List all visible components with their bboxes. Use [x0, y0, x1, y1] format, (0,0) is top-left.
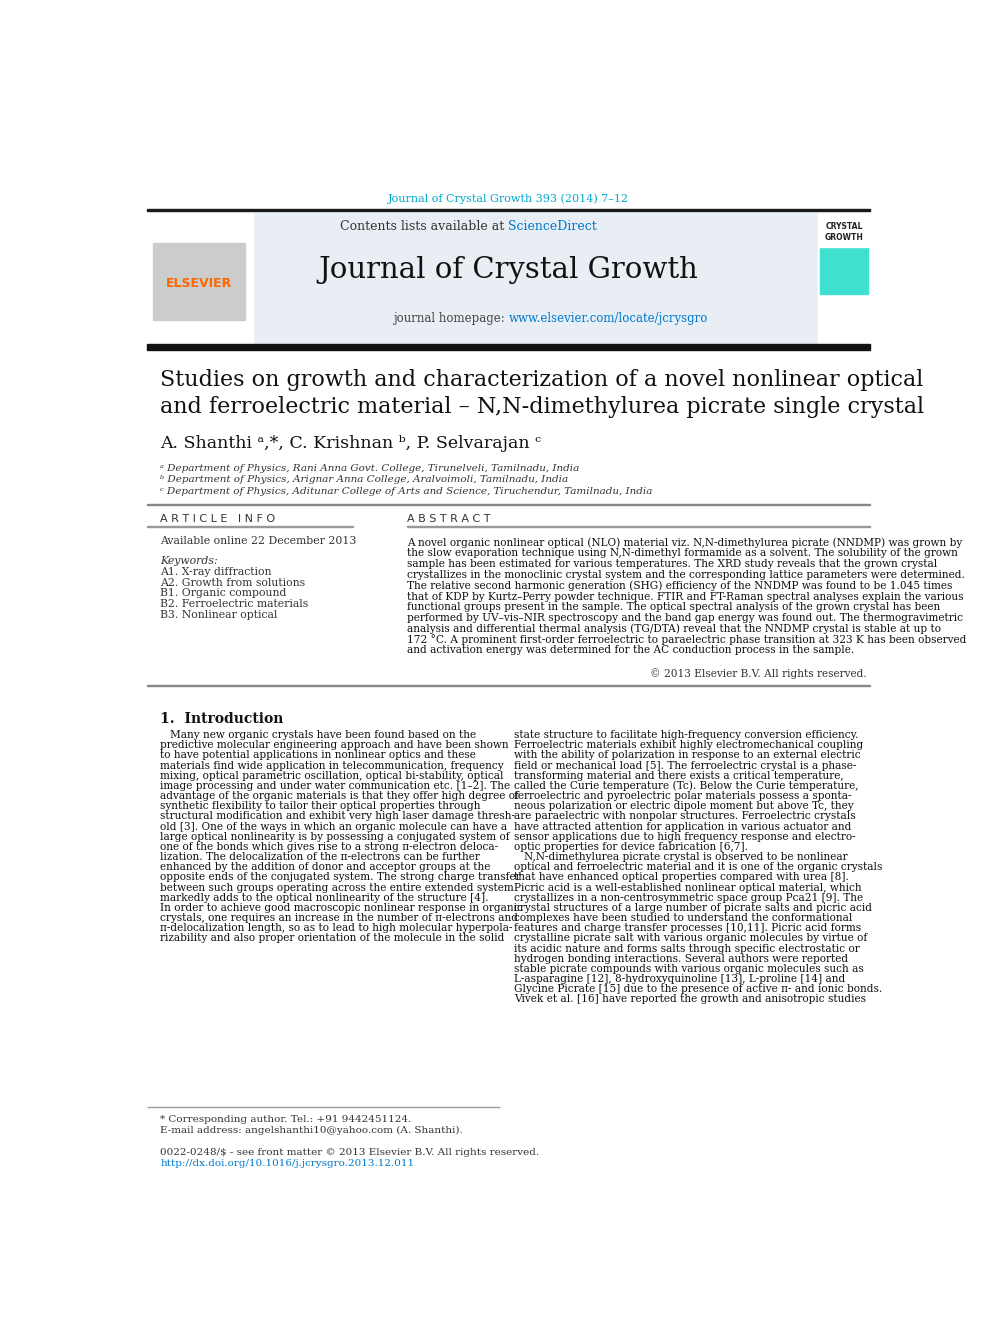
- Text: ScienceDirect: ScienceDirect: [509, 220, 597, 233]
- Text: called the Curie temperature (Tc). Below the Curie temperature,: called the Curie temperature (Tc). Below…: [514, 781, 858, 791]
- Text: 0022-0248/$ - see front matter © 2013 Elsevier B.V. All rights reserved.: 0022-0248/$ - see front matter © 2013 El…: [161, 1148, 540, 1158]
- Text: the slow evaporation technique using N,N-dimethyl formamide as a solvent. The so: the slow evaporation technique using N,N…: [407, 548, 957, 558]
- Text: Contents lists available at: Contents lists available at: [340, 220, 509, 233]
- Text: ELSEVIER: ELSEVIER: [166, 277, 232, 290]
- Text: A1. X-ray diffraction: A1. X-ray diffraction: [161, 566, 272, 577]
- Text: field or mechanical load [5]. The ferroelectric crystal is a phase-: field or mechanical load [5]. The ferroe…: [514, 761, 856, 770]
- Text: In order to achieve good macroscopic nonlinear response in organic: In order to achieve good macroscopic non…: [161, 902, 524, 913]
- Text: and activation energy was determined for the AC conduction process in the sample: and activation energy was determined for…: [407, 646, 854, 655]
- Text: B3. Nonlinear optical: B3. Nonlinear optical: [161, 610, 278, 620]
- Text: complexes have been studied to understand the conformational: complexes have been studied to understan…: [514, 913, 852, 923]
- Text: crystalline picrate salt with various organic molecules by virtue of: crystalline picrate salt with various or…: [514, 934, 867, 943]
- Text: B2. Ferroelectric materials: B2. Ferroelectric materials: [161, 599, 309, 609]
- Bar: [820, 247, 868, 294]
- Text: that of KDP by Kurtz–Perry powder technique. FTIR and FT-Raman spectral analyses: that of KDP by Kurtz–Perry powder techni…: [407, 591, 963, 602]
- Text: state structure to facilitate high-frequency conversion efficiency.: state structure to facilitate high-frequ…: [514, 730, 858, 740]
- Text: functional groups present in the sample. The optical spectral analysis of the gr: functional groups present in the sample.…: [407, 602, 940, 613]
- Bar: [254, 213, 816, 345]
- Text: N,N-dimethylurea picrate crystal is observed to be nonlinear: N,N-dimethylurea picrate crystal is obse…: [514, 852, 847, 863]
- Text: sensor applications due to high frequency response and electro-: sensor applications due to high frequenc…: [514, 832, 855, 841]
- Text: sample has been estimated for various temperatures. The XRD study reveals that t: sample has been estimated for various te…: [407, 560, 937, 569]
- Text: Journal of Crystal Growth: Journal of Crystal Growth: [318, 257, 698, 284]
- Text: features and charge transfer processes [10,11]. Picric acid forms: features and charge transfer processes […: [514, 923, 861, 933]
- Bar: [147, 344, 870, 349]
- Text: www.elsevier.com/locate/jcrysgro: www.elsevier.com/locate/jcrysgro: [509, 312, 707, 324]
- Text: have attracted attention for application in various actuator and: have attracted attention for application…: [514, 822, 851, 832]
- Bar: [820, 325, 868, 345]
- Text: image processing and under water communication etc. [1–2]. The: image processing and under water communi…: [161, 781, 511, 791]
- Text: optic properties for device fabrication [6,7].: optic properties for device fabrication …: [514, 841, 748, 852]
- Text: materials find wide application in telecommunication, frequency: materials find wide application in telec…: [161, 761, 504, 770]
- Bar: [147, 213, 253, 345]
- Text: with the ability of polarization in response to an external electric: with the ability of polarization in resp…: [514, 750, 860, 761]
- Text: Many new organic crystals have been found based on the: Many new organic crystals have been foun…: [161, 730, 476, 740]
- Text: advantage of the organic materials is that they offer high degree of: advantage of the organic materials is th…: [161, 791, 519, 802]
- Text: ferroelectric and pyroelectric polar materials possess a sponta-: ferroelectric and pyroelectric polar mat…: [514, 791, 851, 802]
- Text: markedly adds to the optical nonlinearity of the structure [4].: markedly adds to the optical nonlinearit…: [161, 893, 489, 902]
- Text: A2. Growth from solutions: A2. Growth from solutions: [161, 578, 306, 587]
- Text: A R T I C L E   I N F O: A R T I C L E I N F O: [161, 515, 276, 524]
- Text: ᵃ Department of Physics, Rani Anna Govt. College, Tirunelveli, Tamilnadu, India: ᵃ Department of Physics, Rani Anna Govt.…: [161, 464, 579, 472]
- Text: crystallizes in the monoclinic crystal system and the corresponding lattice para: crystallizes in the monoclinic crystal s…: [407, 570, 965, 579]
- Text: journal homepage:: journal homepage:: [393, 312, 509, 324]
- Text: A. Shanthi ᵃ,*, C. Krishnan ᵇ, P. Selvarajan ᶜ: A. Shanthi ᵃ,*, C. Krishnan ᵇ, P. Selvar…: [161, 435, 542, 452]
- Text: opposite ends of the conjugated system. The strong charge transfer: opposite ends of the conjugated system. …: [161, 872, 521, 882]
- Text: The relative second harmonic generation (SHG) efficiency of the NNDMP was found : The relative second harmonic generation …: [407, 581, 952, 591]
- Text: large optical nonlinearity is by possessing a conjugated system of: large optical nonlinearity is by possess…: [161, 832, 510, 841]
- Text: rizability and also proper orientation of the molecule in the solid: rizability and also proper orientation o…: [161, 934, 505, 943]
- Text: crystals, one requires an increase in the number of π-electrons and: crystals, one requires an increase in th…: [161, 913, 519, 923]
- Text: synthetic flexibility to tailor their optical properties through: synthetic flexibility to tailor their op…: [161, 802, 481, 811]
- Text: Ferroelectric materials exhibit highly electromechanical coupling: Ferroelectric materials exhibit highly e…: [514, 741, 863, 750]
- Text: old [3]. One of the ways in which an organic molecule can have a: old [3]. One of the ways in which an org…: [161, 822, 508, 832]
- Text: 172 °C. A prominent first-order ferroelectric to paraelectric phase transition a: 172 °C. A prominent first-order ferroele…: [407, 635, 966, 646]
- Text: Vivek et al. [16] have reported the growth and anisotropic studies: Vivek et al. [16] have reported the grow…: [514, 995, 866, 1004]
- Text: crystal structures of a large number of picrate salts and picric acid: crystal structures of a large number of …: [514, 902, 872, 913]
- Text: Glycine Picrate [15] due to the presence of active π- and ionic bonds.: Glycine Picrate [15] due to the presence…: [514, 984, 882, 994]
- Text: Available online 22 December 2013: Available online 22 December 2013: [161, 536, 357, 545]
- Text: E-mail address: angelshanthi10@yahoo.com (A. Shanthi).: E-mail address: angelshanthi10@yahoo.com…: [161, 1126, 463, 1135]
- Text: L-asparagine [12], 8-hydroxyquinoline [13], L-proline [14] and: L-asparagine [12], 8-hydroxyquinoline [1…: [514, 974, 845, 984]
- Text: CRYSTAL
GROWTH: CRYSTAL GROWTH: [824, 221, 863, 242]
- Text: ᵇ Department of Physics, Arignar Anna College, Aralvoimoli, Tamilnadu, India: ᵇ Department of Physics, Arignar Anna Co…: [161, 475, 568, 484]
- Text: stable picrate compounds with various organic molecules such as: stable picrate compounds with various or…: [514, 964, 864, 974]
- Text: lization. The delocalization of the π-electrons can be further: lization. The delocalization of the π-el…: [161, 852, 480, 863]
- Bar: [147, 209, 870, 212]
- Text: structural modification and exhibit very high laser damage thresh-: structural modification and exhibit very…: [161, 811, 516, 822]
- Text: Keywords:: Keywords:: [161, 556, 218, 566]
- Text: B1. Organic compound: B1. Organic compound: [161, 589, 287, 598]
- Text: its acidic nature and forms salts through specific electrostatic or: its acidic nature and forms salts throug…: [514, 943, 860, 954]
- Text: A B S T R A C T: A B S T R A C T: [407, 515, 490, 524]
- Text: one of the bonds which gives rise to a strong π-electron deloca-: one of the bonds which gives rise to a s…: [161, 841, 499, 852]
- Text: enhanced by the addition of donor and acceptor groups at the: enhanced by the addition of donor and ac…: [161, 863, 491, 872]
- Text: 1.  Introduction: 1. Introduction: [161, 712, 284, 725]
- Text: π-delocalization length, so as to lead to high molecular hyperpola-: π-delocalization length, so as to lead t…: [161, 923, 513, 933]
- Text: © 2013 Elsevier B.V. All rights reserved.: © 2013 Elsevier B.V. All rights reserved…: [650, 668, 866, 679]
- Text: Picric acid is a well-established nonlinear optical material, which: Picric acid is a well-established nonlin…: [514, 882, 861, 893]
- Text: crystallizes in a non-centrosymmetric space group Pca21 [9]. The: crystallizes in a non-centrosymmetric sp…: [514, 893, 863, 902]
- Text: and ferroelectric material – N,N-dimethylurea picrate single crystal: and ferroelectric material – N,N-dimethy…: [161, 396, 925, 418]
- Text: mixing, optical parametric oscillation, optical bi-stability, optical: mixing, optical parametric oscillation, …: [161, 771, 504, 781]
- Text: optical and ferroelectric material and it is one of the organic crystals: optical and ferroelectric material and i…: [514, 863, 882, 872]
- Text: predictive molecular engineering approach and have been shown: predictive molecular engineering approac…: [161, 741, 509, 750]
- Text: ᶜ Department of Physics, Aditunar College of Arts and Science, Tiruchendur, Tami: ᶜ Department of Physics, Aditunar Colleg…: [161, 487, 653, 496]
- Text: to have potential applications in nonlinear optics and these: to have potential applications in nonlin…: [161, 750, 476, 761]
- Text: * Corresponding author. Tel.: +91 9442451124.: * Corresponding author. Tel.: +91 944245…: [161, 1115, 412, 1125]
- Text: between such groups operating across the entire extended system: between such groups operating across the…: [161, 882, 514, 893]
- Bar: [818, 213, 870, 345]
- Text: Studies on growth and characterization of a novel nonlinear optical: Studies on growth and characterization o…: [161, 369, 924, 390]
- Text: are paraelectric with nonpolar structures. Ferroelectric crystals: are paraelectric with nonpolar structure…: [514, 811, 855, 822]
- Text: neous polarization or electric dipole moment but above Tc, they: neous polarization or electric dipole mo…: [514, 802, 853, 811]
- Text: hydrogen bonding interactions. Several authors were reported: hydrogen bonding interactions. Several a…: [514, 954, 848, 963]
- Bar: [820, 235, 868, 247]
- Text: A novel organic nonlinear optical (NLO) material viz. N,N-dimethylurea picrate (: A novel organic nonlinear optical (NLO) …: [407, 537, 962, 548]
- Text: transforming material and there exists a critical temperature,: transforming material and there exists a…: [514, 771, 843, 781]
- Text: performed by UV–vis–NIR spectroscopy and the band gap energy was found out. The : performed by UV–vis–NIR spectroscopy and…: [407, 613, 963, 623]
- Text: that have enhanced optical properties compared with urea [8].: that have enhanced optical properties co…: [514, 872, 849, 882]
- Text: http://dx.doi.org/10.1016/j.jcrysgro.2013.12.011: http://dx.doi.org/10.1016/j.jcrysgro.201…: [161, 1159, 415, 1168]
- Text: Journal of Crystal Growth 393 (2014) 7–12: Journal of Crystal Growth 393 (2014) 7–1…: [388, 193, 629, 204]
- Text: analysis and differential thermal analysis (TG/DTA) reveal that the NNDMP crysta: analysis and differential thermal analys…: [407, 624, 940, 635]
- Bar: [154, 243, 245, 320]
